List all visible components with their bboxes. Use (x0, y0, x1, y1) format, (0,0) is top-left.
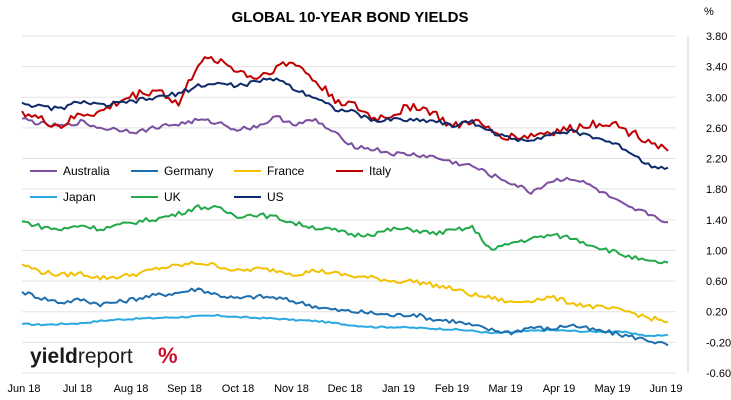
legend-label-japan: Japan (63, 190, 96, 204)
y-tick-label: -0.20 (706, 337, 731, 349)
x-axis: Jun 18 Jul 18 Aug 18 Sep 18 Oct 18 Nov 18 Dec … (7, 383, 682, 395)
series-line-japan (21, 313, 669, 337)
legend: Australia Germany France Italy Japan UK US (30, 164, 391, 204)
svg-text:yieldreport: yieldreport (30, 345, 133, 368)
x-tick-label: Aug 18 (114, 383, 149, 395)
legend-label-france: France (267, 164, 305, 178)
logo-percent: % (158, 343, 178, 368)
x-tick-label: Mar 19 (488, 383, 522, 395)
x-tick-label: Sep 18 (167, 383, 202, 395)
logo-text-yield: yield (30, 345, 78, 368)
x-tick-label: Jan 19 (382, 383, 415, 395)
y-tick-label: 0.20 (706, 307, 727, 319)
y-tick-label: 3.00 (706, 92, 727, 104)
y-tick-label: 3.40 (706, 62, 727, 74)
series-line-germany (21, 287, 669, 347)
x-tick-label: May 19 (594, 383, 630, 395)
y-unit-label: % (704, 6, 714, 18)
legend-label-australia: Australia (63, 164, 110, 178)
series-line-uk (21, 204, 669, 265)
x-tick-label: Feb 19 (435, 383, 469, 395)
logo-text-report: report (78, 345, 133, 368)
series-line-australia (21, 115, 669, 224)
chart-title: GLOBAL 10-YEAR BOND YIELDS (232, 9, 469, 26)
legend-label-germany: Germany (164, 164, 213, 178)
x-tick-label: Jun 18 (7, 383, 40, 395)
y-tick-label: 2.60 (706, 123, 727, 135)
series-line-italy (21, 56, 669, 152)
x-tick-label: Dec 18 (328, 383, 363, 395)
yieldreport-logo: yieldreport % (30, 343, 178, 368)
x-tick-label: Jun 19 (649, 383, 682, 395)
series-line-us (21, 77, 669, 170)
y-axis: 3.80 3.40 3.00 2.60 2.20 1.80 1.40 1.00 0.60 0.20… (687, 31, 731, 380)
y-tick-label: 1.80 (706, 184, 727, 196)
series-line-france (21, 260, 669, 324)
x-tick-label: Jul 18 (63, 383, 92, 395)
legend-label-uk: UK (164, 190, 181, 204)
y-tick-label: 2.20 (706, 154, 727, 166)
gridlines (22, 35, 676, 374)
series-lines (21, 56, 669, 347)
y-tick-label: 1.00 (706, 245, 727, 257)
y-tick-label: 3.80 (706, 31, 727, 43)
y-tick-label: 1.40 (706, 215, 727, 227)
y-tick-label: -0.60 (706, 368, 731, 380)
legend-label-italy: Italy (369, 164, 391, 178)
legend-label-us: US (267, 190, 284, 204)
x-tick-label: Nov 18 (274, 383, 309, 395)
y-tick-label: 0.60 (706, 276, 727, 288)
x-tick-label: Oct 18 (222, 383, 254, 395)
x-tick-label: Apr 19 (543, 383, 575, 395)
